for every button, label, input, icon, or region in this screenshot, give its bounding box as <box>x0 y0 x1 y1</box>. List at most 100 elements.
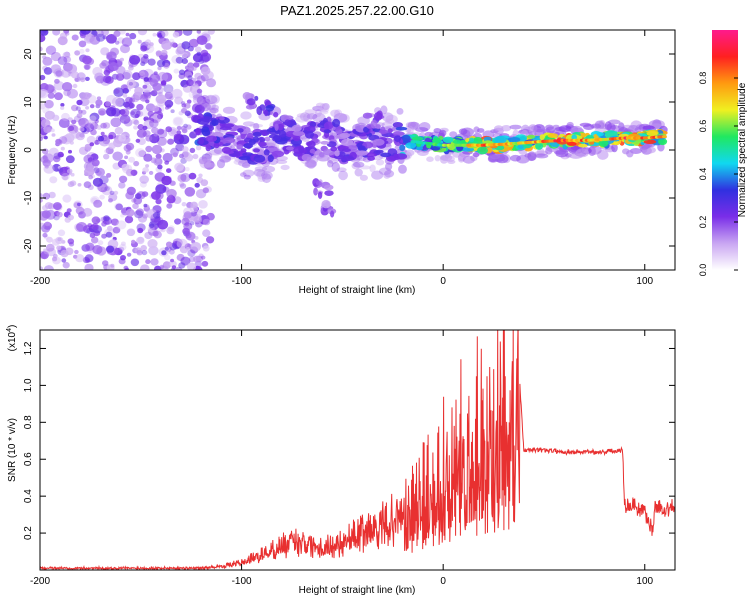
spectrogram-noise-blob <box>43 164 55 174</box>
spectrogram-noise-blob <box>43 265 54 270</box>
spectrogram-noise-blob <box>100 122 107 129</box>
spectrogram-noise-blob <box>185 124 192 130</box>
spectrogram-noise-blob <box>182 84 193 93</box>
spectrogram-noise-blob <box>205 43 213 50</box>
spectrogram-noise-blob <box>161 30 169 37</box>
spectrogram-noise-blob <box>46 236 53 243</box>
spectrogram-signal-blob <box>341 156 355 162</box>
spectrogram-noise-blob <box>84 254 94 263</box>
y-tick-label: 1.2 <box>23 341 34 355</box>
spectrogram-noise-blob <box>74 77 79 82</box>
spectrogram-noise-blob <box>134 93 142 100</box>
spectrogram-noise-blob <box>157 66 162 71</box>
spectrogram-noise-blob <box>206 236 215 244</box>
spectrogram-noise-blob <box>154 265 162 270</box>
x-tick-label: -200 <box>30 276 50 287</box>
spectrogram-noise-blob <box>142 167 149 173</box>
spectrogram-noise-blob <box>128 156 136 163</box>
spectrogram-noise-blob <box>66 168 73 174</box>
spectrogram-noise-blob <box>140 61 146 66</box>
spectrogram-noise-blob <box>49 176 58 184</box>
spectrogram-noise-blob <box>130 94 140 103</box>
spectrogram-noise-blob <box>128 81 133 86</box>
spectrogram-noise-blob <box>139 175 149 184</box>
spectrogram-noise-blob <box>119 30 126 35</box>
spectrogram-halo-blob <box>385 114 398 124</box>
spectrogram-signal-blob <box>357 145 366 151</box>
spectrogram-noise-blob <box>42 232 48 238</box>
spectrogram-noise-blob <box>166 226 175 235</box>
spectrogram-signal-blob <box>393 153 399 159</box>
spectrogram-noise-blob <box>85 106 90 110</box>
spectrogram-noise-blob <box>186 262 197 270</box>
spectrogram-noise-blob <box>133 119 140 126</box>
spectrogram-noise-blob <box>194 236 199 240</box>
spectrogram-noise-blob <box>61 68 71 78</box>
spectrogram-halo-blob <box>319 110 329 115</box>
spectrogram-noise-blob <box>184 187 196 197</box>
spectrogram-noise-blob <box>130 108 141 119</box>
spectrogram-noise-blob <box>159 264 165 269</box>
spectrogram-noise-blob <box>201 260 209 267</box>
spectrogram-noise-blob <box>114 202 123 211</box>
spectrogram-signal-blob <box>367 155 375 161</box>
spectrogram-noise-blob <box>50 51 62 62</box>
spectrogram-noise-blob <box>40 30 49 36</box>
spectrogram-noise-blob <box>110 263 115 268</box>
spectrogram-signal-blob <box>646 131 658 137</box>
spectrogram-signal-blob <box>320 140 330 145</box>
spectrogram-signal-blob <box>271 150 285 158</box>
spectrogram-noise-blob <box>202 245 210 252</box>
spectrogram-signal-blob <box>298 145 305 153</box>
spectrogram-signal-blob <box>258 141 267 147</box>
spectrogram-feature-blob <box>254 95 259 101</box>
spectrogram-noise-blob <box>120 108 130 117</box>
spectrogram-noise-blob <box>91 223 99 230</box>
spectrogram-noise-blob <box>157 219 169 230</box>
spectrogram-noise-blob <box>40 46 43 52</box>
spectrogram-feature-blob <box>264 109 269 117</box>
spectrogram-noise-blob <box>60 103 65 107</box>
spectrogram-noise-blob <box>78 40 87 48</box>
spectrogram-noise-blob <box>160 80 167 86</box>
spectrogram-noise-blob <box>196 75 206 84</box>
spectrogram-noise-blob <box>172 152 178 158</box>
spectrogram-noise-blob <box>196 30 201 34</box>
spectrogram-noise-blob <box>202 218 211 226</box>
spectrogram-noise-blob <box>123 144 132 152</box>
spectrogram-noise-blob <box>60 106 65 110</box>
spectrogram-noise-blob <box>148 170 154 175</box>
spectrogram-signal-blob <box>387 128 393 134</box>
spectrogram-noise-blob <box>62 194 72 203</box>
snr-series-line <box>40 330 675 570</box>
spectrogram-noise-blob <box>43 135 48 140</box>
spectrogram-noise-blob <box>140 264 150 270</box>
spectrogram-noise-blob <box>139 94 148 102</box>
spectrogram-noise-blob <box>67 238 75 245</box>
colorbar-tick-label: 0.2 <box>698 216 708 229</box>
spectrogram-noise-blob <box>55 236 64 245</box>
spectrogram-noise-blob <box>172 116 184 127</box>
spectrogram-noise-blob <box>170 41 177 48</box>
spectrogram-noise-blob <box>106 264 115 270</box>
spectrogram-noise-blob <box>166 203 173 209</box>
spectrogram-noise-blob <box>121 163 130 171</box>
spectrogram-noise-blob <box>181 103 187 108</box>
spectrogram-noise-blob <box>186 99 192 104</box>
colorbar-tick-label: 0.6 <box>698 120 708 133</box>
spectrogram-halo-blob <box>359 174 368 181</box>
spectrogram-noise-blob <box>200 49 209 57</box>
spectrogram-halo-blob <box>381 121 393 129</box>
spectrogram-halo-blob <box>306 159 317 169</box>
spectrogram-noise-blob <box>181 52 189 59</box>
spectrogram-signal-blob <box>356 150 368 156</box>
colorbar-label: Normalized spectral amplitude <box>737 82 748 217</box>
spectrogram-noise-blob <box>101 233 107 239</box>
spectrogram-halo-blob <box>510 154 521 162</box>
spectrogram-halo-blob <box>494 125 504 132</box>
spectrogram-noise-blob <box>135 193 142 200</box>
spectrogram-noise-blob <box>176 125 182 131</box>
spectrogram-noise-blob <box>119 57 124 62</box>
colorbar: 0.0 0.2 0.4 0.6 0.8 Normalized spectral ampl… <box>698 30 748 276</box>
spectrogram-noise-blob <box>46 243 55 252</box>
